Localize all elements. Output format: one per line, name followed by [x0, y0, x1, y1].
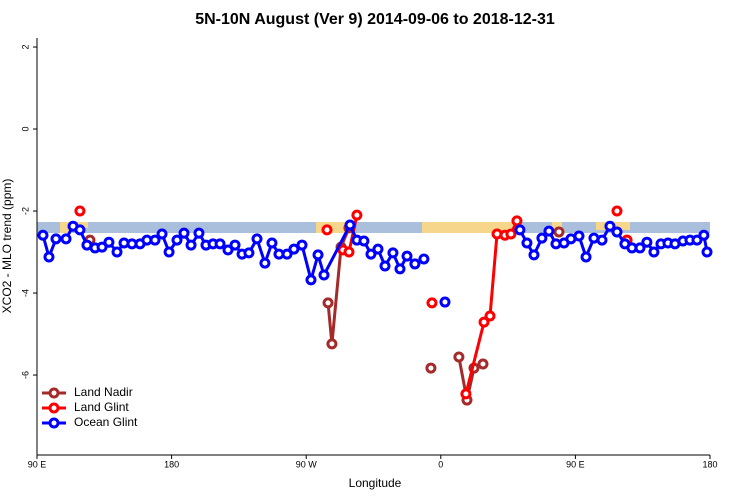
data-point: [312, 249, 324, 261]
legend-marker: [48, 402, 60, 414]
data-point: [149, 234, 161, 246]
data-point: [425, 362, 437, 374]
chart-title: 5N-10N August (Ver 9) 2014-09-06 to 2018…: [195, 11, 555, 28]
x-tick-label: 90 W: [296, 459, 318, 469]
data-point: [251, 233, 263, 245]
data-point: [698, 229, 710, 241]
y-tick-label: -2: [20, 207, 30, 215]
data-point: [222, 244, 234, 256]
data-point: [573, 230, 585, 242]
land-patch: [60, 222, 72, 233]
x-tick-label: 90 E: [28, 459, 47, 469]
data-point: [296, 239, 308, 251]
data-point: [322, 297, 334, 309]
y-tick-label: -6: [20, 371, 30, 379]
data-point: [111, 246, 123, 258]
data-point: [521, 237, 533, 249]
data-point: [701, 246, 713, 258]
data-point: [543, 225, 555, 237]
data-point: [156, 228, 168, 240]
data-point: [426, 297, 438, 309]
y-tick-label: 2: [20, 45, 30, 50]
legend-label: Land Glint: [74, 400, 129, 414]
data-point: [351, 209, 363, 221]
data-point: [326, 338, 338, 350]
x-axis-label: Longitude: [349, 476, 402, 490]
data-point: [214, 238, 226, 250]
ocean-band: [37, 222, 710, 233]
data-point: [484, 310, 496, 322]
data-point: [60, 233, 72, 245]
y-tick-label: 0: [20, 127, 30, 132]
data-point: [37, 229, 49, 241]
data-point: [243, 247, 255, 259]
data-point: [478, 316, 490, 328]
data-point: [394, 263, 406, 275]
data-point: [96, 241, 108, 253]
data-point: [514, 224, 526, 236]
data-point: [453, 351, 465, 363]
data-point: [553, 226, 565, 238]
data-point: [379, 260, 391, 272]
data-point: [344, 219, 356, 231]
data-point: [266, 237, 278, 249]
data-point: [171, 234, 183, 246]
data-point: [305, 274, 317, 286]
data-point: [343, 246, 355, 258]
data-point: [528, 249, 540, 261]
data-point: [648, 246, 660, 258]
data-point: [178, 227, 190, 239]
data-point: [418, 253, 430, 265]
data-point: [318, 269, 330, 281]
data-point: [185, 239, 197, 251]
data-point: [691, 234, 703, 246]
y-axis-label: XCO2 - MLO trend (ppm): [0, 179, 14, 314]
data-point: [103, 236, 115, 248]
data-point: [74, 224, 86, 236]
land-patch: [78, 222, 88, 228]
data-point: [409, 258, 421, 270]
data-point: [365, 248, 377, 260]
data-point: [460, 388, 472, 400]
data-point: [74, 205, 86, 217]
legend-marker: [48, 387, 60, 399]
data-point: [596, 234, 608, 246]
data-point: [511, 215, 523, 227]
data-point: [163, 246, 175, 258]
data-point: [401, 250, 413, 262]
data-point: [604, 220, 616, 232]
data-point: [580, 251, 592, 263]
x-tick-label: 180: [702, 459, 717, 469]
legend-label: Ocean Glint: [74, 415, 138, 429]
data-point: [641, 236, 653, 248]
data-point: [611, 205, 623, 217]
data-point: [259, 257, 271, 269]
x-tick-label: 0: [438, 459, 443, 469]
land-patch: [422, 222, 520, 233]
data-point: [387, 247, 399, 259]
data-point: [50, 233, 62, 245]
data-point: [372, 243, 384, 255]
data-point: [281, 248, 293, 260]
data-point: [611, 226, 623, 238]
data-point: [634, 242, 646, 254]
data-point: [321, 224, 333, 236]
data-point: [288, 243, 300, 255]
x-tick-label: 90 E: [566, 459, 585, 469]
data-point: [193, 227, 205, 239]
data-point: [536, 232, 548, 244]
legend-label: Land Nadir: [74, 385, 133, 399]
data-point: [358, 235, 370, 247]
data-point: [229, 239, 241, 251]
x-tick-label: 180: [164, 459, 179, 469]
data-point: [505, 228, 517, 240]
legend-marker: [48, 417, 60, 429]
y-tick-label: -4: [20, 289, 30, 297]
data-point: [43, 251, 55, 263]
data-point: [477, 358, 489, 370]
data-point: [439, 296, 451, 308]
